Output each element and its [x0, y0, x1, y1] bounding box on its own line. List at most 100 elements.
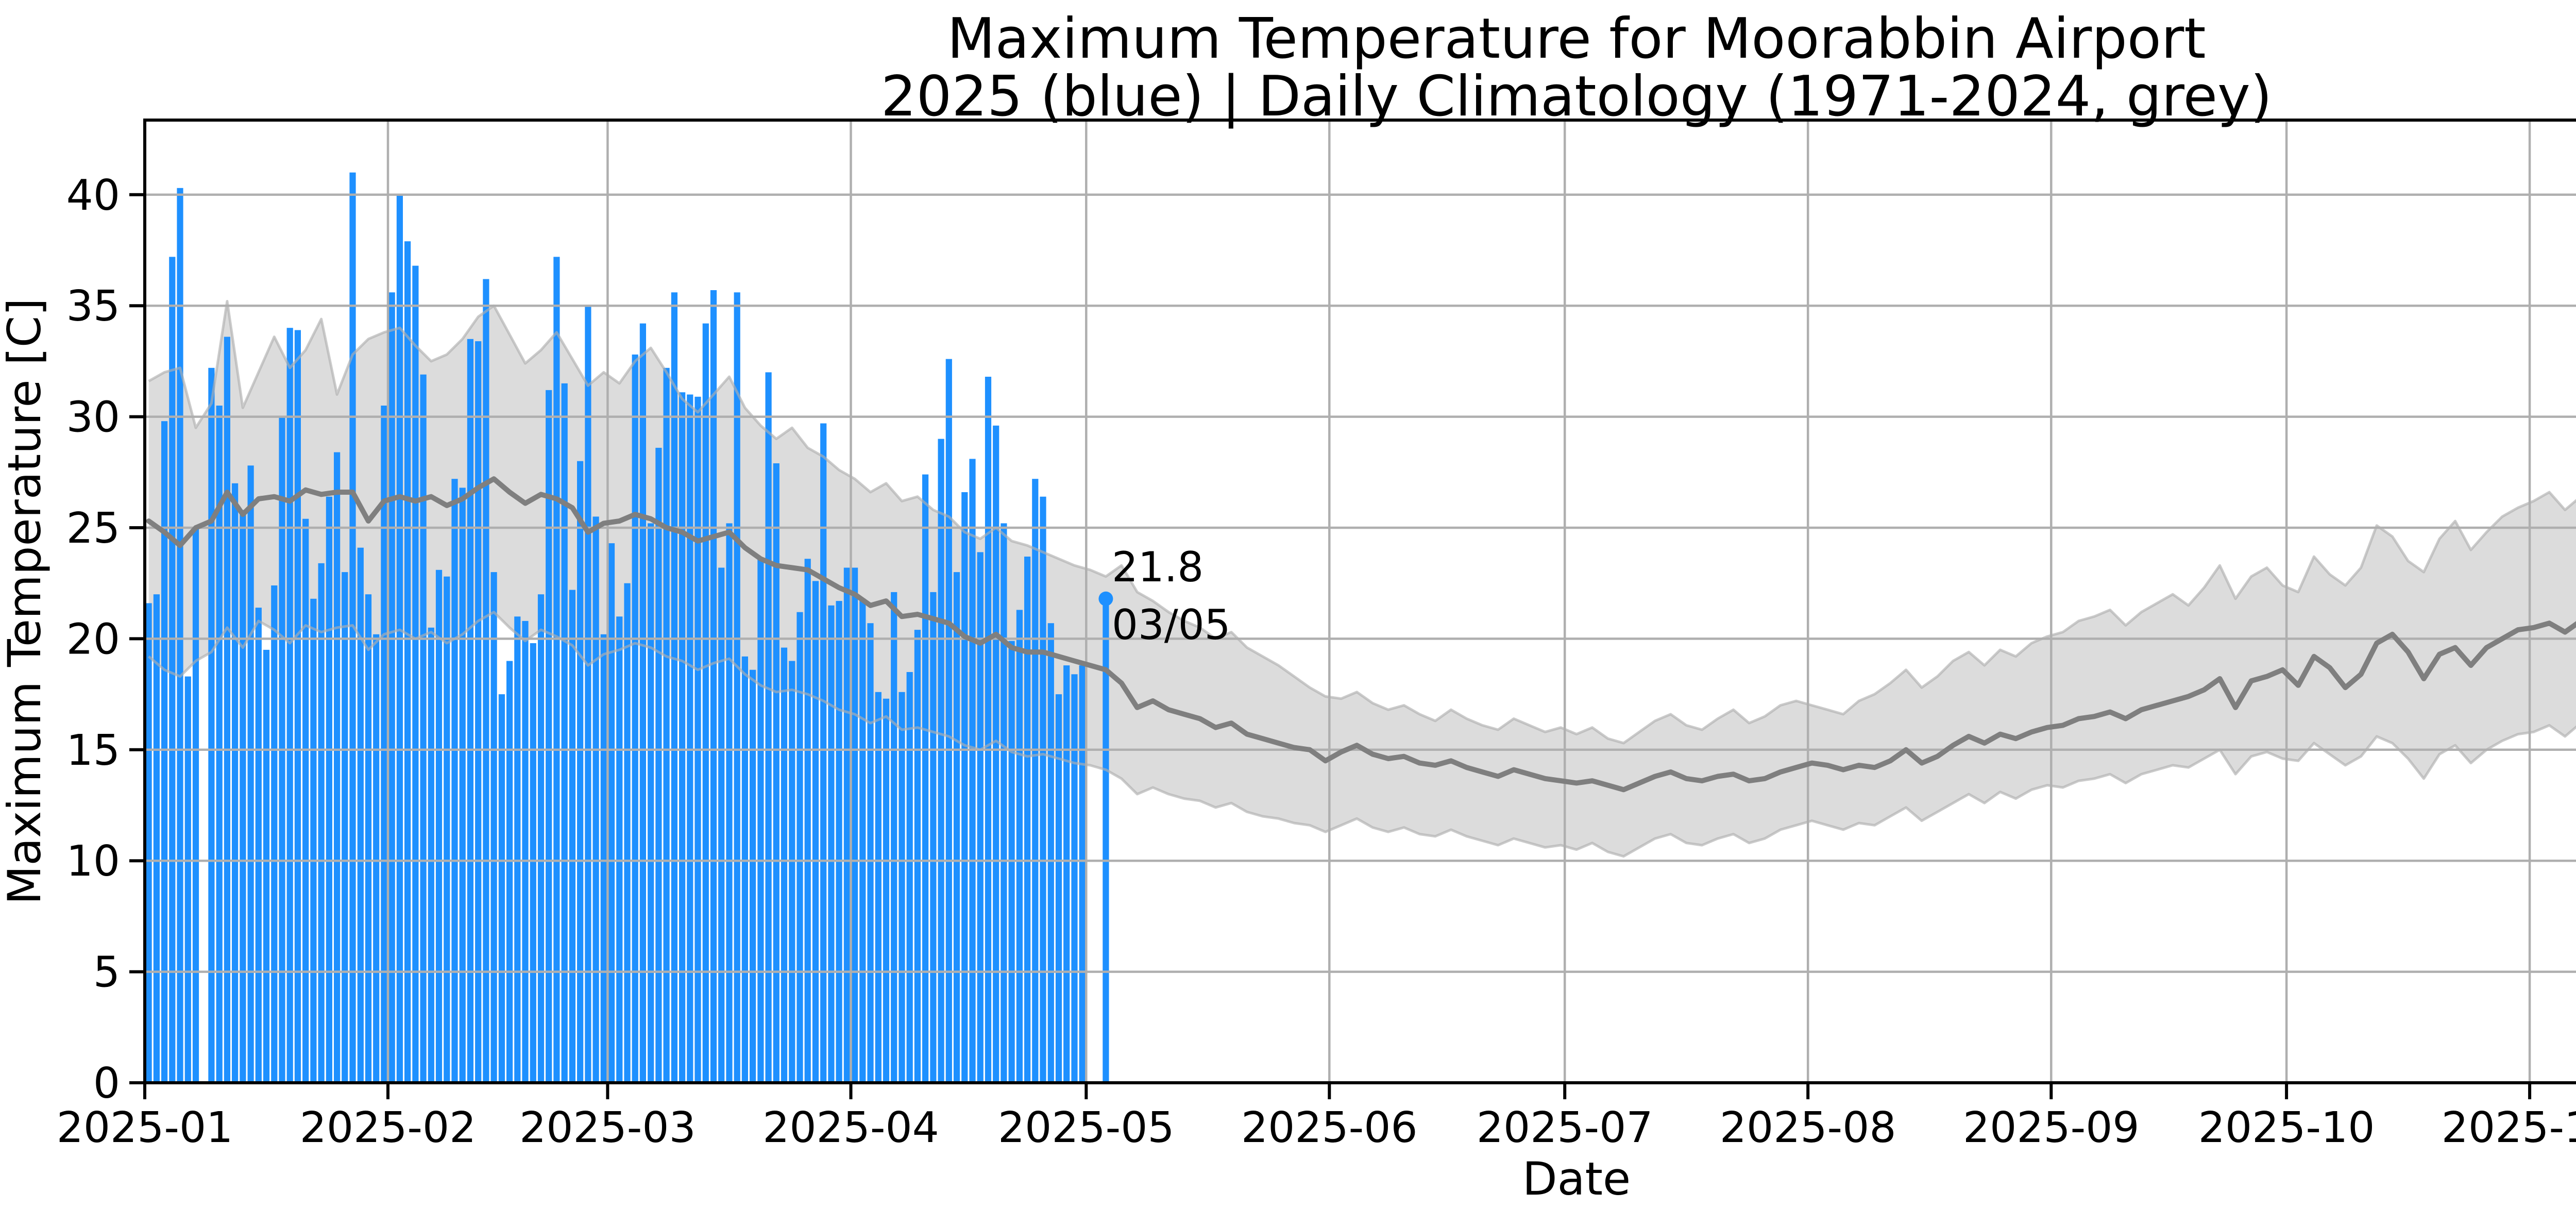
bar-2025-day-26	[342, 572, 348, 1083]
bar-2025-day-41	[459, 488, 466, 1083]
bar-2025-day-1	[145, 603, 152, 1083]
bar-2025-day-91	[852, 567, 858, 1083]
bar-2025-day-119	[1071, 674, 1078, 1083]
bar-2025-day-52	[546, 390, 552, 1083]
bar-2025-day-22	[310, 598, 317, 1083]
bar-2025-day-35	[412, 265, 419, 1083]
bar-2025-day-109	[993, 425, 999, 1083]
bar-2025-day-92	[859, 598, 866, 1083]
y-tick-label-35: 35	[66, 282, 120, 331]
x-tick-label-2025-08: 2025-08	[1720, 1103, 1896, 1152]
bar-2025-day-68	[671, 292, 677, 1083]
bar-2025-day-90	[843, 567, 850, 1083]
bar-2025-day-4	[169, 257, 176, 1083]
bar-2025-day-86	[812, 581, 819, 1083]
bar-2025-day-107	[977, 552, 984, 1083]
bar-2025-day-37	[428, 627, 434, 1083]
bar-2025-day-38	[435, 569, 443, 1083]
bar-2025-day-117	[1055, 694, 1062, 1083]
bar-2025-day-118	[1063, 665, 1070, 1083]
bar-2025-day-28	[357, 547, 364, 1083]
bar-2025-day-25	[334, 452, 341, 1083]
bar-2025-day-102	[938, 439, 944, 1083]
bar-2025-day-46	[498, 694, 505, 1083]
x-tick-label-2025-02: 2025-02	[300, 1103, 477, 1152]
bar-2025-day-3	[161, 421, 168, 1083]
bar-2025-day-123	[1103, 598, 1109, 1083]
bar-2025-day-105	[961, 492, 968, 1083]
bar-2025-day-71	[694, 396, 701, 1083]
bar-2025-day-58	[592, 516, 599, 1083]
bar-2025-day-87	[820, 423, 827, 1083]
y-tick-label-40: 40	[66, 171, 120, 220]
bar-2025-day-103	[945, 359, 952, 1083]
chart-title-line2: 2025 (blue) | Daily Climatology (1971-20…	[881, 64, 2272, 129]
bar-2025-day-99	[914, 630, 921, 1083]
bar-2025-day-57	[585, 306, 591, 1083]
bar-2025-day-42	[467, 339, 473, 1083]
bar-2025-day-115	[1040, 496, 1046, 1083]
latest-value-marker	[1098, 591, 1113, 606]
bar-2025-day-56	[577, 461, 584, 1083]
x-tick-label-2025-11: 2025-11	[2442, 1103, 2576, 1152]
axes-spines	[143, 119, 2576, 1084]
bar-2025-day-30	[373, 634, 380, 1083]
annotation-value-label: 21.8	[1112, 543, 1204, 591]
x-tick-label-2025-10: 2025-10	[2198, 1103, 2375, 1152]
bar-2025-day-14	[247, 465, 254, 1083]
bar-2025-day-74	[718, 567, 725, 1083]
bar-2025-day-62	[624, 583, 631, 1083]
bar-2025-day-97	[899, 692, 905, 1083]
x-tick-label-2025-07: 2025-07	[1477, 1103, 1653, 1152]
bar-2025-day-2	[153, 594, 160, 1083]
bar-2025-day-39	[444, 576, 450, 1083]
annotation-layer	[1098, 591, 1113, 606]
bar-2025-day-116	[1047, 623, 1054, 1083]
bar-2025-day-44	[483, 279, 489, 1083]
band-lower-edge	[147, 611, 2576, 858]
bar-2025-day-73	[710, 290, 717, 1083]
x-tick-label-2025-03: 2025-03	[519, 1103, 696, 1152]
bar-2025-day-79	[757, 559, 764, 1083]
bar-2025-day-63	[632, 354, 638, 1083]
bar-2025-day-21	[302, 518, 309, 1083]
bar-2025-day-55	[569, 590, 575, 1083]
bar-2025-day-11	[224, 337, 230, 1083]
bar-2025-day-49	[522, 620, 529, 1083]
bar-2025-day-72	[702, 323, 709, 1083]
axes-frame-layer: 0 5 10 15 20 25 30 35 40 2025-01 2025-02 2025-03 202…	[57, 119, 2576, 1152]
bar-2025-day-45	[490, 572, 497, 1083]
climatology-mean-layer	[146, 476, 2576, 793]
bars-2025-layer	[145, 172, 1109, 1083]
bar-2025-day-83	[789, 661, 795, 1083]
bar-2025-day-40	[451, 479, 458, 1083]
bar-2025-day-19	[286, 328, 293, 1083]
bar-2025-day-31	[381, 406, 387, 1083]
bar-2025-day-80	[765, 372, 772, 1083]
y-tick-label-0: 0	[93, 1059, 120, 1108]
bar-2025-day-60	[608, 543, 615, 1083]
y-tick-label-5: 5	[93, 948, 120, 997]
bar-2025-day-29	[365, 594, 372, 1083]
bar-2025-day-77	[741, 656, 748, 1083]
bar-2025-day-69	[679, 392, 686, 1083]
bar-2025-day-53	[553, 257, 560, 1083]
bar-2025-day-64	[639, 323, 646, 1083]
bar-2025-day-50	[530, 643, 536, 1083]
bar-2025-day-81	[773, 463, 779, 1083]
bar-2025-day-84	[796, 612, 803, 1083]
bar-2025-day-10	[216, 406, 223, 1083]
bar-2025-day-9	[208, 367, 215, 1083]
bar-2025-day-85	[804, 559, 811, 1083]
y-tick-label-15: 15	[66, 726, 120, 775]
x-tick-label-2025-06: 2025-06	[1241, 1103, 1418, 1152]
bar-2025-day-106	[969, 459, 976, 1083]
y-tick-label-30: 30	[66, 393, 120, 442]
bar-2025-day-48	[514, 616, 521, 1083]
bar-2025-day-94	[875, 692, 882, 1083]
bar-2025-day-98	[906, 672, 913, 1083]
x-tick-label-2025-01: 2025-01	[57, 1103, 233, 1152]
bar-2025-day-100	[922, 474, 929, 1083]
